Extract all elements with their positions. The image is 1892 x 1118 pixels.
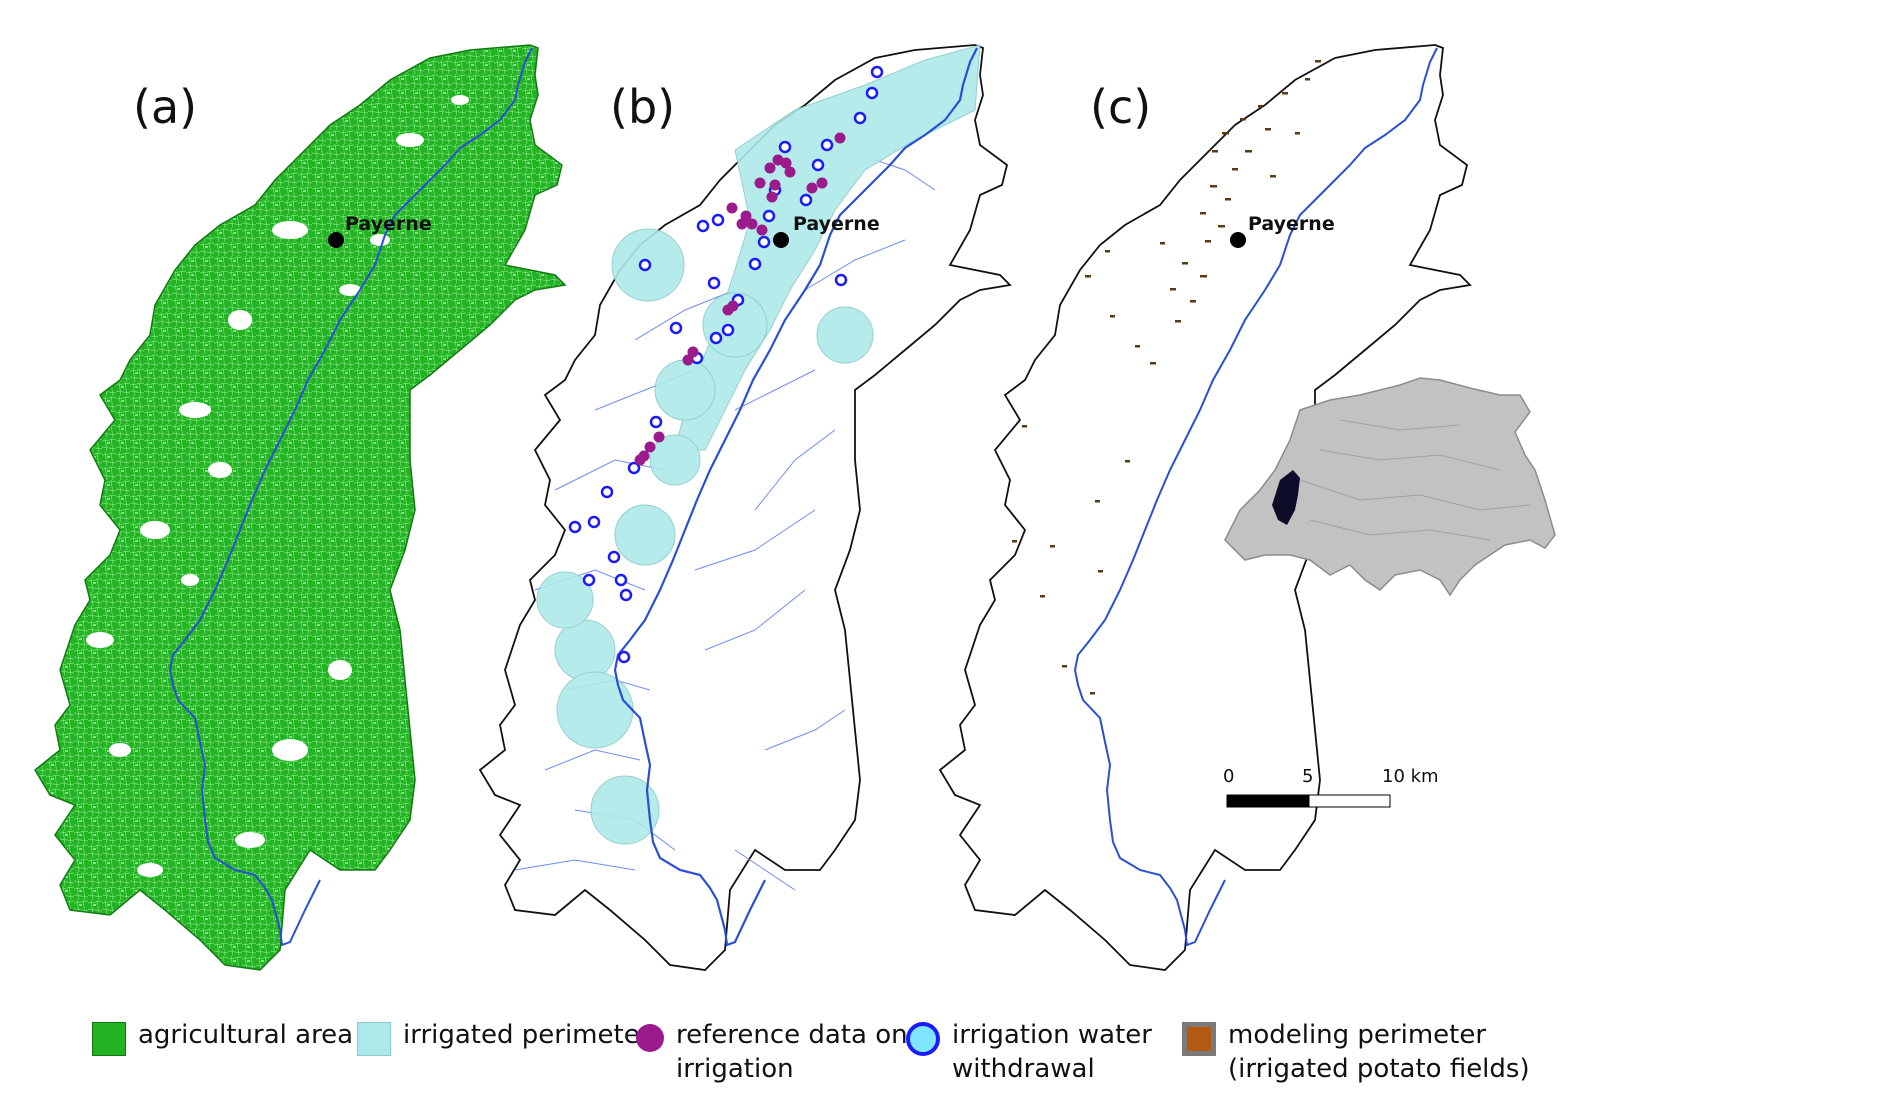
legend-label: irrigated perimeter — [403, 1020, 651, 1050]
scale-label-0: 0 — [1223, 766, 1234, 787]
scale-bar: 0 5 10 km — [1223, 766, 1439, 808]
town-label-payerne: Payerne — [1248, 213, 1335, 235]
legend-label-line2: irrigation — [676, 1054, 794, 1084]
legend-item-withdrawal: irrigation water withdrawal — [906, 1018, 1152, 1086]
switzerland-relief — [1224, 377, 1556, 597]
purple-dot-icon — [636, 1024, 664, 1052]
study-area-location — [1272, 470, 1300, 525]
legend-label-line1: modeling perimeter — [1228, 1020, 1487, 1050]
relief-shading — [1299, 419, 1531, 541]
town-label-payerne: Payerne — [345, 213, 432, 235]
panel-a: (a) Payerne — [34, 44, 566, 971]
switzerland-inset-map — [1224, 377, 1556, 597]
panel-letter-b: (b) — [610, 80, 675, 134]
legend-item-irrigated-perimeter: irrigated perimeter — [357, 1018, 650, 1056]
legend-label-line1: irrigation water — [952, 1020, 1152, 1050]
green-square-icon — [92, 1022, 126, 1056]
panel-c: (c) Payerne — [939, 44, 1471, 971]
scale-label-10km: 10 km — [1382, 766, 1439, 787]
legend-label: agricultural area — [138, 1020, 354, 1050]
non-agricultural-gaps — [86, 95, 469, 877]
town-label-payerne: Payerne — [793, 213, 880, 235]
legend-item-modeling-perimeter: modeling perimeter (irrigated potato fie… — [1182, 1018, 1530, 1086]
scale-label-5: 5 — [1302, 766, 1313, 787]
legend-item-reference-data: reference data on irrigation — [636, 1018, 908, 1086]
town-marker-payerne — [773, 232, 789, 248]
legend-item-agricultural-area: agricultural area — [92, 1018, 353, 1056]
panel-letter-a: (a) — [133, 80, 197, 134]
town-marker-payerne — [1230, 232, 1246, 248]
reference-points — [634, 132, 846, 466]
brown-square-icon — [1182, 1022, 1216, 1056]
legend-label-line2: (irrigated potato fields) — [1228, 1054, 1530, 1084]
panel-b: (b) Payerne — [479, 44, 1011, 971]
legend-label-line2: withdrawal — [952, 1054, 1095, 1084]
panel-letter-c: (c) — [1090, 80, 1151, 134]
agricultural-area-fill — [34, 44, 566, 971]
withdrawal-points — [568, 65, 884, 664]
legend-label-line1: reference data on — [676, 1020, 908, 1050]
legend: agricultural area irrigated perimeter re… — [0, 1018, 1892, 1118]
blue-ring-icon — [906, 1022, 940, 1056]
cyan-square-icon — [357, 1022, 391, 1056]
town-marker-payerne — [328, 232, 344, 248]
potato-fields — [1012, 60, 1321, 695]
